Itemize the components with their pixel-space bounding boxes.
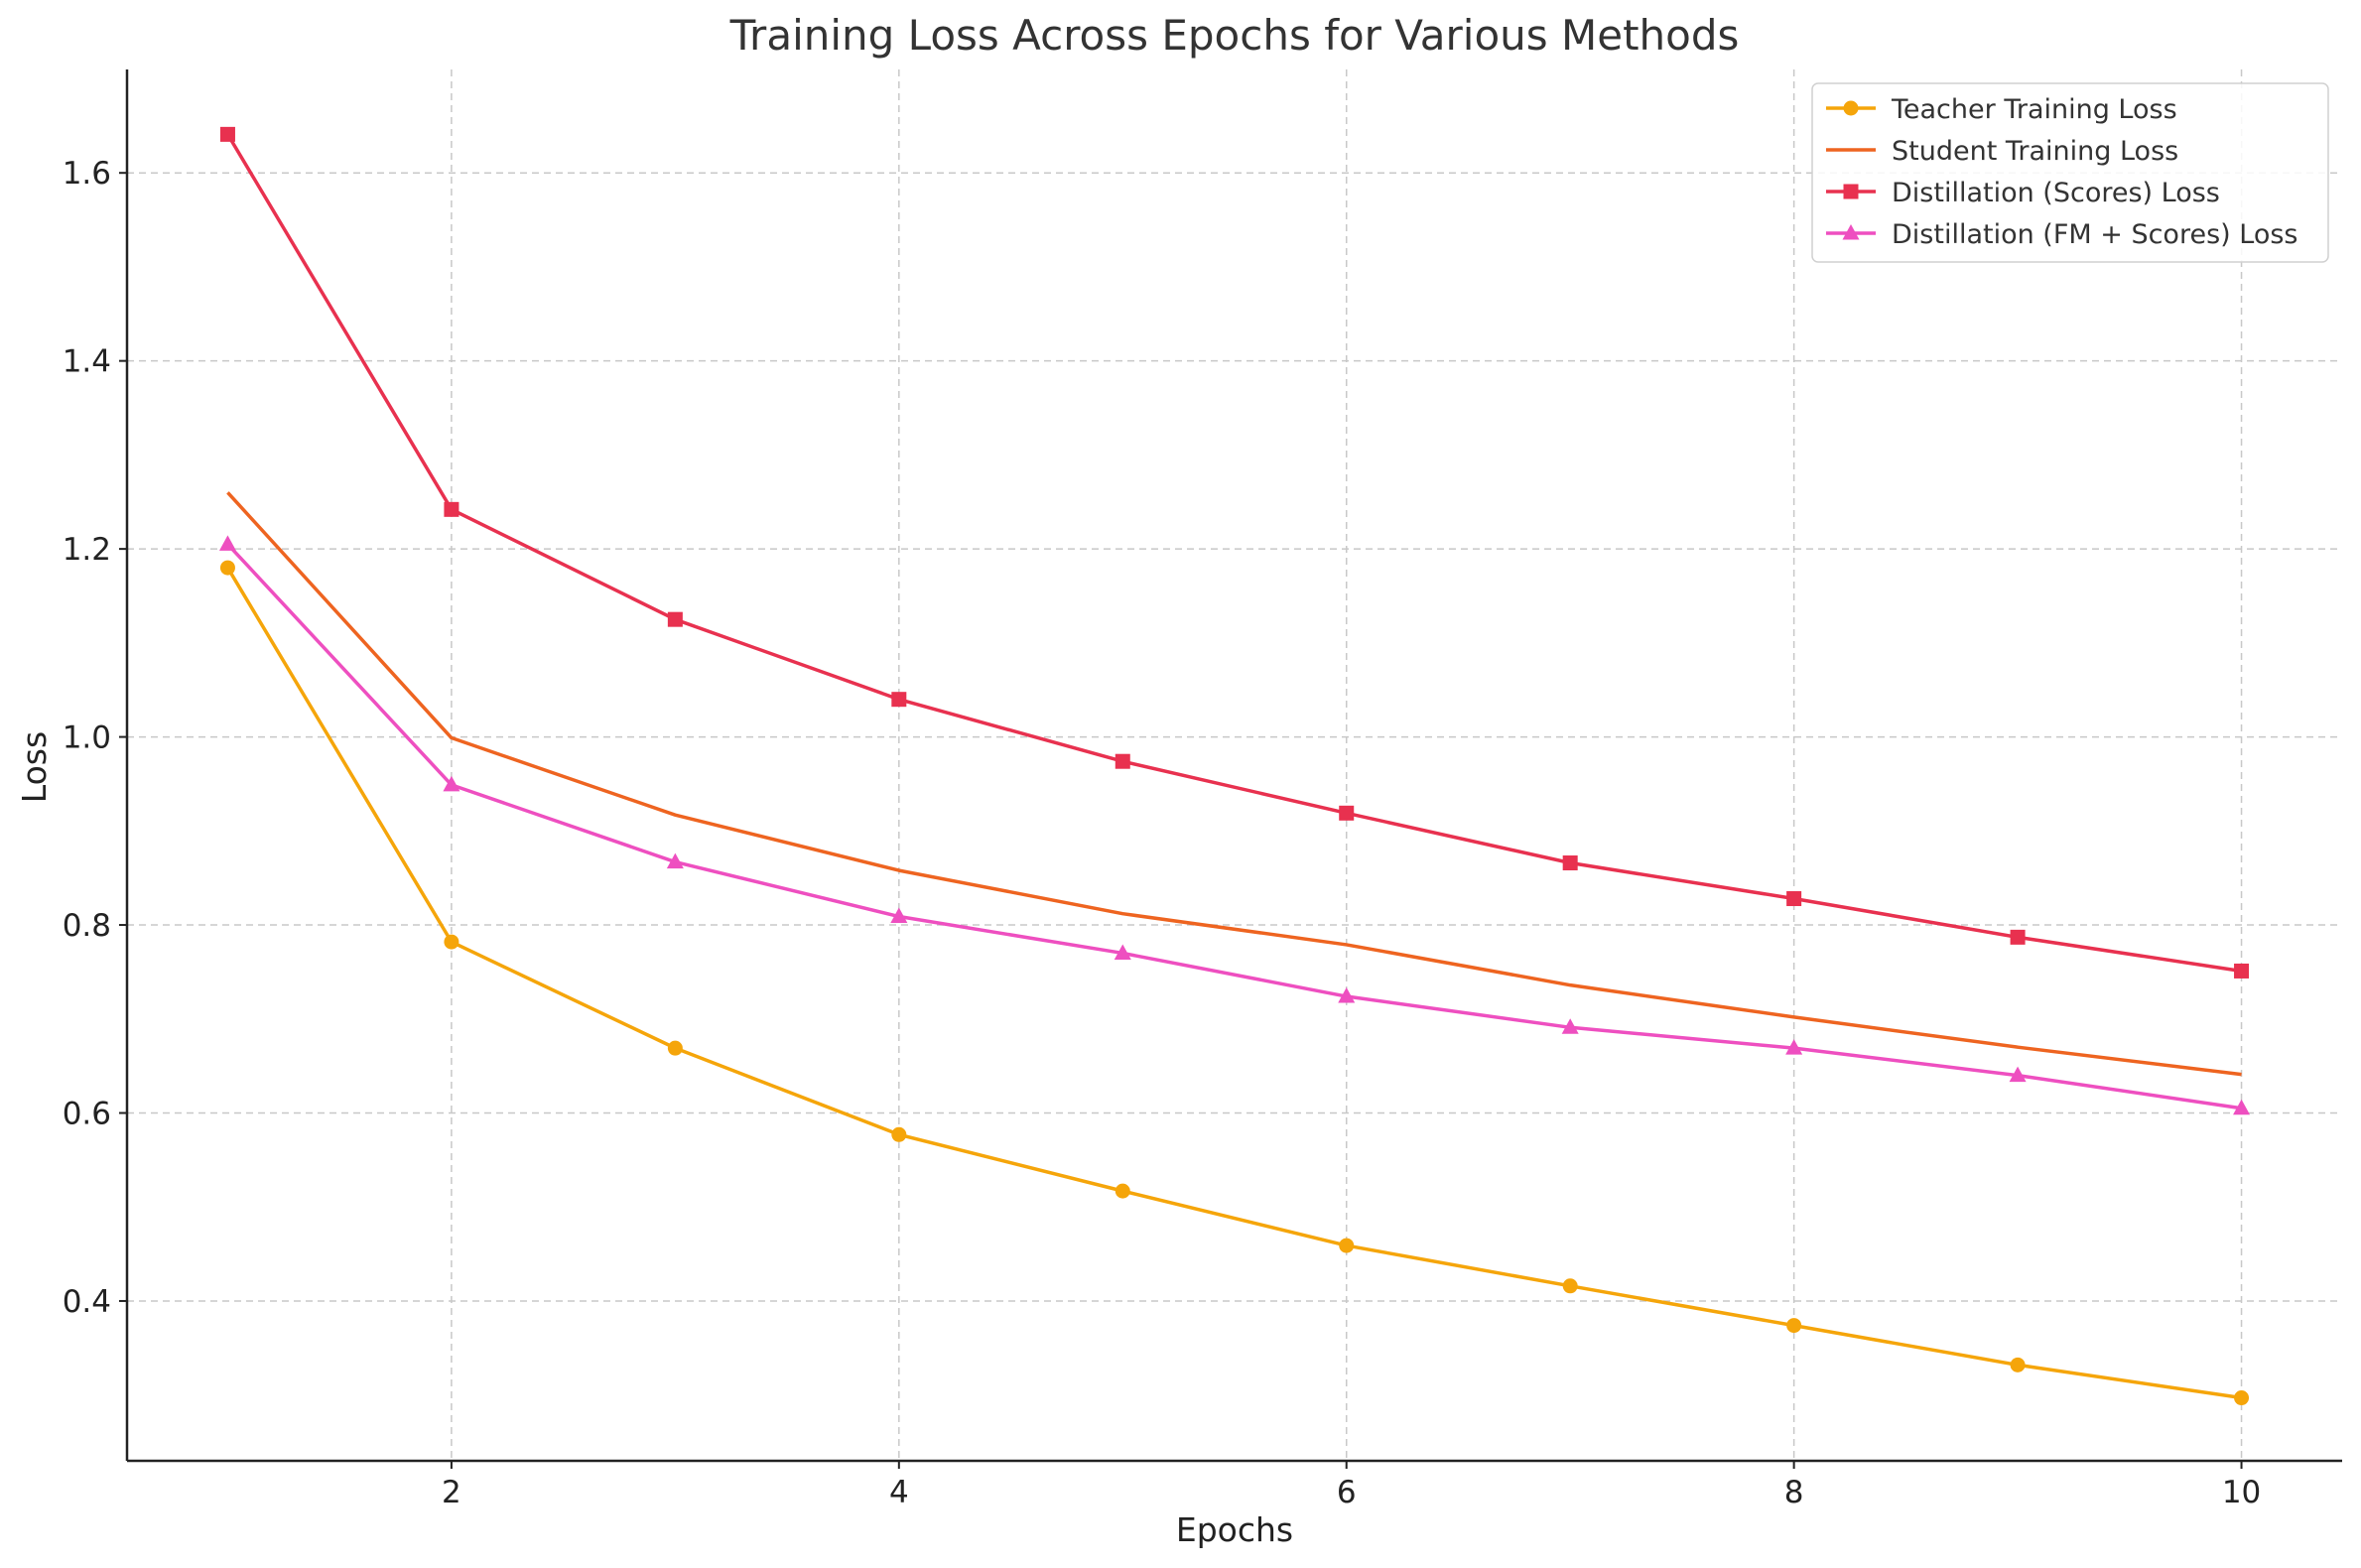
- legend-label: Distillation (Scores) Loss: [1892, 178, 2220, 208]
- legend: Teacher Training Loss Student Training Lo…: [1811, 82, 2329, 263]
- legend-label: Student Training Loss: [1892, 136, 2178, 167]
- data-point: [444, 934, 459, 950]
- axes: [125, 69, 2342, 1463]
- series-3: [219, 126, 2250, 979]
- legend-marker: [1843, 100, 1859, 116]
- data-point: [2234, 1390, 2250, 1406]
- x-axis-label: Epochs: [1176, 1510, 1293, 1549]
- series-line: [225, 567, 2242, 1400]
- data-point: [1114, 944, 1131, 960]
- y-axis-label: Loss: [15, 731, 54, 803]
- series-line: [225, 133, 2242, 974]
- data-point: [2010, 929, 2026, 945]
- data-point: [1115, 753, 1130, 769]
- chart-title: Training Loss Across Epochs for Various …: [729, 11, 1740, 60]
- legend-label: Teacher Training Loss: [1891, 94, 2177, 125]
- y-tick-label: 1.2: [63, 532, 111, 568]
- y-tick-label: 0.8: [63, 908, 111, 944]
- data-point: [2233, 1099, 2251, 1115]
- data-point: [891, 1126, 907, 1142]
- x-tick-label: 2: [442, 1475, 461, 1510]
- x-tick-label: 10: [2222, 1475, 2261, 1510]
- data-point: [1339, 805, 1355, 821]
- grid-lines: [127, 69, 2342, 1461]
- y-tick-label: 1.6: [63, 156, 111, 192]
- data-point: [667, 1040, 683, 1056]
- legend-marker: [1843, 184, 1859, 199]
- data-point: [219, 560, 235, 576]
- x-tick-label: 6: [1337, 1475, 1357, 1510]
- series-line: [226, 543, 2242, 1111]
- data-point: [218, 535, 236, 551]
- data-point: [1786, 891, 1802, 907]
- data-point: [2234, 963, 2250, 979]
- series-line: [226, 491, 2242, 1077]
- y-tick-label: 1.0: [63, 720, 111, 756]
- data-point: [1562, 1278, 1578, 1294]
- y-tick-label: 0.4: [63, 1284, 111, 1320]
- legend-marker: [1842, 224, 1860, 240]
- data-point: [1785, 1039, 1803, 1055]
- series-2: [226, 491, 2242, 1077]
- data-point: [2009, 1066, 2027, 1083]
- data-point: [1339, 1238, 1355, 1253]
- data-point: [219, 126, 235, 142]
- data-point: [1561, 1018, 1579, 1034]
- data-point: [1115, 1183, 1130, 1199]
- series-4: [218, 535, 2251, 1115]
- legend-entry: Distillation (Scores) Loss: [1826, 178, 2220, 208]
- data-point: [1786, 1318, 1802, 1334]
- data-point: [666, 852, 684, 869]
- y-tick-label: 1.4: [63, 344, 111, 380]
- legend-entry: Student Training Loss: [1826, 136, 2178, 167]
- legend-label: Distillation (FM + Scores) Loss: [1892, 219, 2297, 250]
- legend-entry: Teacher Training Loss: [1826, 94, 2177, 125]
- data-point: [667, 611, 683, 627]
- tick-labels: 2 4 6 8 10 0.4 0.6 0.8 1.0 1.2 1.4 1.6: [63, 156, 2262, 1510]
- series-1: [219, 560, 2250, 1406]
- data-point: [891, 692, 907, 708]
- data-point: [444, 501, 459, 517]
- x-tick-label: 8: [1784, 1475, 1804, 1510]
- x-tick-label: 4: [889, 1475, 909, 1510]
- data-point: [2010, 1357, 2026, 1372]
- series-layer: [218, 126, 2251, 1406]
- data-point: [1338, 987, 1356, 1003]
- data-point: [890, 907, 908, 924]
- y-tick-label: 0.6: [63, 1097, 111, 1132]
- legend-entry: Distillation (FM + Scores) Loss: [1826, 219, 2297, 250]
- data-point: [1562, 855, 1578, 871]
- data-point: [443, 775, 460, 792]
- legend-box: [1811, 82, 2329, 263]
